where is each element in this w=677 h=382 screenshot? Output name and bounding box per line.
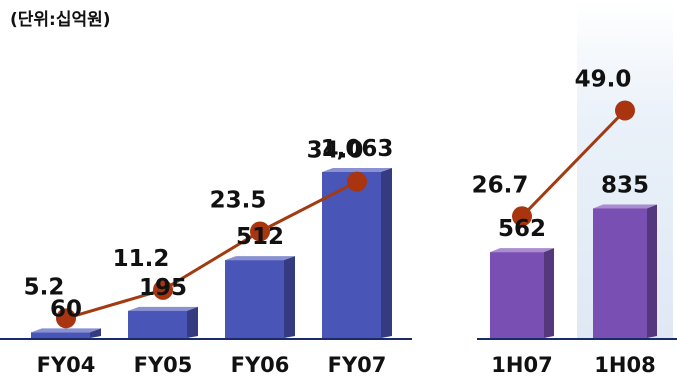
bar-side-face: [544, 248, 554, 338]
bar-value-label: 562: [498, 216, 546, 242]
bar: [322, 168, 392, 338]
bar: [128, 306, 198, 338]
bar-front-face: [490, 252, 544, 338]
line-point: [615, 100, 635, 121]
category-tick-label: FY05: [134, 353, 193, 377]
category-tick-label: FY06: [231, 353, 290, 377]
bar: [31, 328, 101, 338]
line-value-label: 34.0: [307, 138, 364, 164]
bar: [593, 204, 657, 338]
bar-value-label: 1,063: [321, 136, 394, 162]
bar-front-face: [128, 310, 187, 338]
bar-top-face: [490, 248, 554, 253]
category-tick-label: 1H08: [594, 353, 655, 377]
bar-top-face: [225, 256, 295, 261]
bar-side-face: [381, 168, 392, 338]
unit-label: (단위:십억원): [10, 10, 111, 30]
line-value-label: 5.2: [24, 274, 65, 300]
bar-front-face: [593, 208, 647, 338]
bar-value-label: 512: [236, 224, 284, 250]
line-point: [56, 308, 76, 329]
line-value-label: 26.7: [472, 172, 529, 198]
bar-front-face: [225, 260, 284, 338]
bar-front-face: [322, 172, 381, 338]
bar-top-face: [593, 204, 657, 209]
bar: [225, 256, 295, 338]
bar-side-face: [90, 328, 101, 338]
bar-value-label: 835: [601, 172, 649, 198]
bar-value-label: 60: [50, 296, 82, 322]
series-line: [65, 180, 358, 320]
bar-top-face: [128, 306, 198, 311]
bar-top-face: [322, 168, 392, 172]
category-tick-label: 1H07: [491, 353, 552, 377]
bar-value-label: 195: [139, 275, 187, 301]
series-line: [520, 109, 627, 218]
line-point: [250, 221, 270, 242]
bar-side-face: [187, 306, 198, 338]
bar-front-face: [31, 332, 90, 338]
line-point: [512, 206, 532, 227]
line-point: [153, 279, 173, 300]
bar-top-face: [31, 328, 101, 333]
category-tick-label: FY07: [328, 353, 387, 377]
bar: [490, 248, 554, 338]
category-tick-label: FY04: [37, 353, 96, 377]
line-value-label: 23.5: [210, 187, 267, 213]
bar-side-face: [647, 204, 657, 338]
line-value-label: 11.2: [113, 246, 170, 272]
line-value-label: 49.0: [575, 66, 632, 92]
line-point: [347, 171, 367, 192]
bar-side-face: [284, 256, 295, 338]
